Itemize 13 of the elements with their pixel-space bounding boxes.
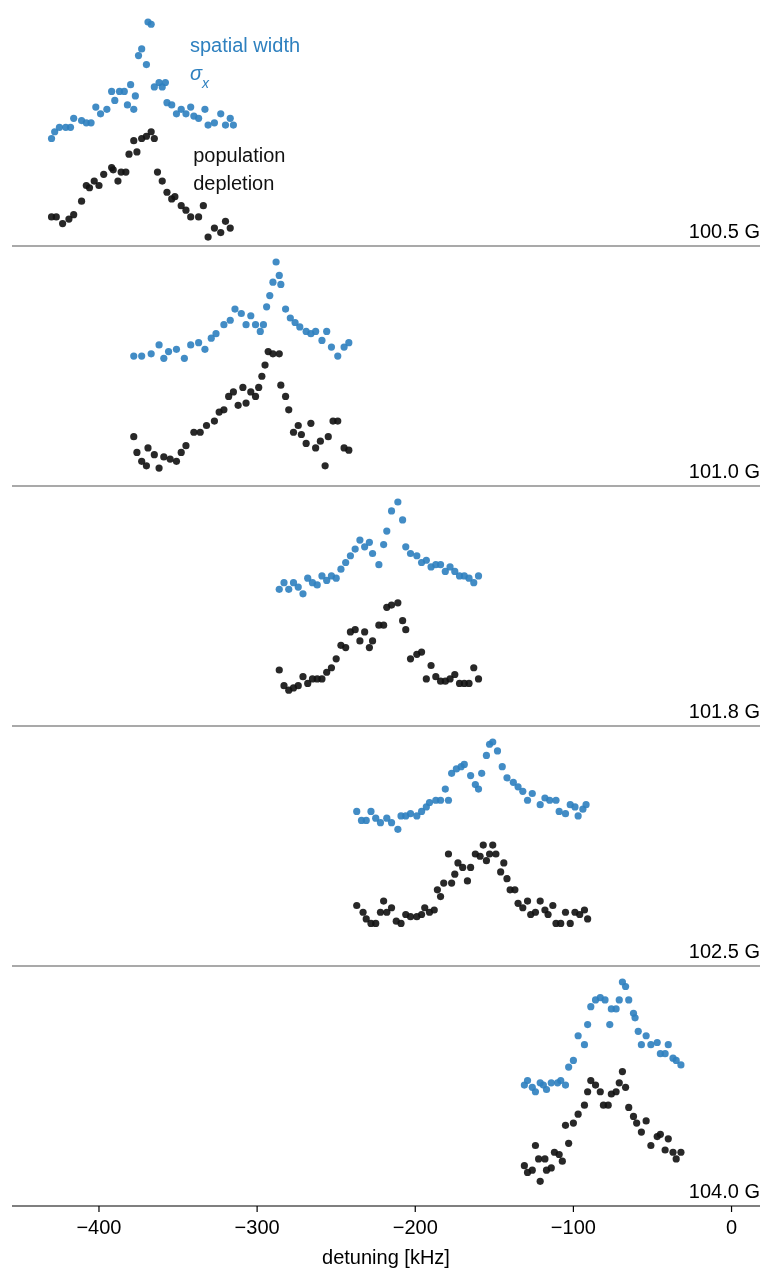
annotation: 102.5 G	[688, 940, 760, 962]
x-tick-label: −100	[550, 1216, 596, 1238]
annotation: 101.0 G	[688, 460, 760, 482]
annotation: 101.8 G	[688, 700, 760, 722]
annotation: 100.5 G	[688, 220, 760, 242]
x-tick-label: −300	[234, 1216, 280, 1238]
x-tick-label: 0	[725, 1216, 738, 1238]
series-label: spatial width σ$_{x}$	[190, 34, 301, 91]
series-label: population depletion	[193, 143, 286, 194]
annotation: 104.0 G	[688, 1180, 760, 1202]
x-tick-label: −200	[392, 1216, 438, 1238]
x-tick-label: −400	[76, 1216, 122, 1238]
x-axis-title: detuning [kHz]	[322, 1246, 450, 1268]
